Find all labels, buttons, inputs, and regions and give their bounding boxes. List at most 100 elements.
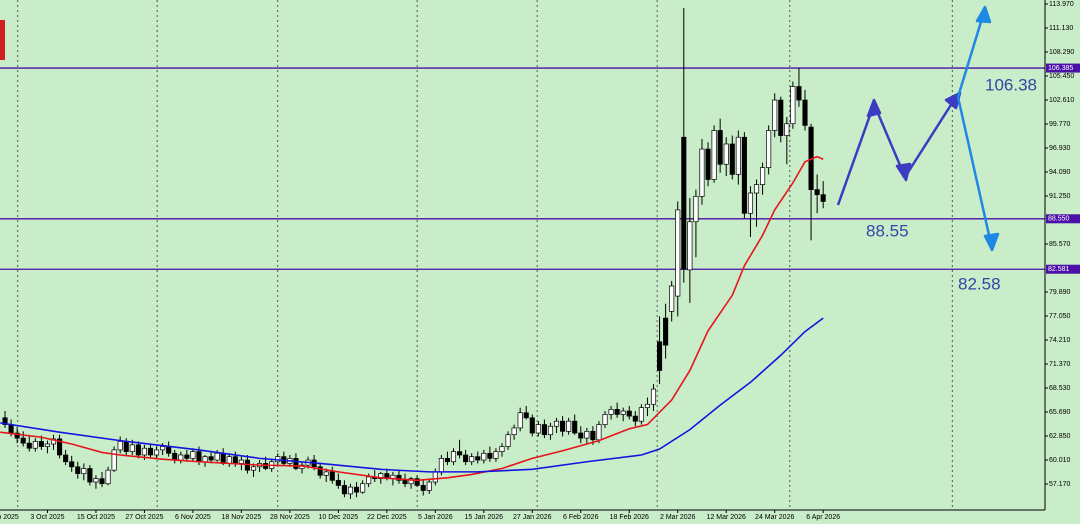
candle-body bbox=[450, 451, 457, 463]
candle-body bbox=[329, 471, 335, 481]
candle-body bbox=[626, 410, 632, 417]
candle-body bbox=[414, 478, 420, 486]
candle-body bbox=[166, 446, 172, 454]
candle-body bbox=[135, 444, 141, 456]
indicator-box bbox=[0, 20, 5, 60]
candle-body bbox=[541, 424, 547, 436]
y-tick-label: 105.450 bbox=[1049, 73, 1074, 80]
candle-body bbox=[699, 148, 705, 197]
y-tick-label: 111.130 bbox=[1049, 25, 1073, 32]
candle-body bbox=[620, 410, 626, 415]
candle-body bbox=[226, 456, 232, 464]
candle-body bbox=[93, 478, 99, 483]
candle-body bbox=[717, 130, 723, 165]
candle-body bbox=[802, 99, 808, 126]
candle-body bbox=[705, 148, 711, 180]
candle-body bbox=[499, 446, 505, 452]
candle-body bbox=[293, 458, 299, 469]
candle-body bbox=[426, 481, 432, 491]
candle-body bbox=[547, 425, 554, 436]
candle-body bbox=[644, 403, 650, 409]
candle-body bbox=[323, 471, 329, 476]
candle-body bbox=[378, 473, 384, 479]
y-tick-label: 96.930 bbox=[1049, 145, 1071, 152]
candle-body bbox=[790, 86, 796, 125]
candle-body bbox=[238, 459, 244, 464]
candle-body bbox=[38, 441, 44, 447]
y-tick-label: 57.170 bbox=[1049, 481, 1071, 488]
candle-body bbox=[420, 485, 426, 491]
candle-body bbox=[663, 317, 669, 346]
annotation: 88.55 bbox=[866, 221, 909, 240]
x-tick-label: 18 Nov 2025 bbox=[222, 514, 262, 521]
candle-body bbox=[463, 454, 469, 463]
candle-body bbox=[184, 454, 190, 459]
candle-body bbox=[396, 474, 402, 481]
y-tick-label: 65.690 bbox=[1049, 409, 1071, 416]
x-tick-label: 27 Oct 2025 bbox=[125, 514, 163, 521]
x-tick-label: 6 Feb 2026 bbox=[563, 514, 599, 521]
candle-body bbox=[214, 452, 220, 461]
x-tick-label: 12 Mar 2026 bbox=[707, 514, 746, 521]
candle-body bbox=[402, 479, 408, 485]
candle-body bbox=[123, 441, 129, 452]
y-tick-label: 85.570 bbox=[1049, 241, 1071, 248]
candle-body bbox=[202, 456, 208, 463]
candle-body bbox=[572, 420, 578, 434]
candle-body bbox=[814, 189, 820, 196]
candle-body bbox=[614, 409, 620, 415]
candle-body bbox=[2, 417, 8, 425]
candle-body bbox=[747, 192, 754, 214]
y-tick-label: 91.250 bbox=[1049, 193, 1071, 200]
candle-body bbox=[353, 486, 360, 493]
x-tick-label: 23 Sep 2025 bbox=[0, 514, 19, 521]
candle-body bbox=[432, 471, 438, 483]
y-tick-label: 94.090 bbox=[1049, 169, 1071, 176]
candle-body bbox=[360, 483, 366, 493]
x-tick-label: 6 Nov 2025 bbox=[175, 514, 211, 521]
level-label-box bbox=[1046, 264, 1080, 274]
candle-body bbox=[153, 449, 160, 456]
candle-body bbox=[117, 441, 123, 451]
candle-body bbox=[711, 130, 717, 180]
moving-average bbox=[0, 317, 824, 473]
candle-body bbox=[178, 454, 184, 461]
x-tick-label: 28 Nov 2025 bbox=[270, 514, 310, 521]
candle-body bbox=[523, 412, 529, 419]
candle-body bbox=[481, 452, 487, 461]
level-label: 88.550 bbox=[1048, 216, 1070, 223]
annotation: 82.58 bbox=[958, 274, 1001, 293]
candle-body bbox=[87, 468, 93, 483]
candle-body bbox=[784, 123, 790, 136]
forecast-down bbox=[956, 96, 993, 245]
y-tick-label: 99.770 bbox=[1049, 121, 1071, 128]
candle-body bbox=[196, 451, 202, 463]
y-tick-label: 79.890 bbox=[1049, 289, 1071, 296]
candle-body bbox=[457, 451, 463, 456]
candle-body bbox=[590, 430, 596, 441]
candle-body bbox=[347, 486, 354, 495]
candle-body bbox=[81, 468, 87, 474]
level-label: 106.385 bbox=[1048, 65, 1073, 72]
y-tick-label: 62.850 bbox=[1049, 433, 1071, 440]
candle-body bbox=[760, 167, 766, 185]
candle-body bbox=[366, 476, 372, 485]
level-label: 82.581 bbox=[1048, 266, 1070, 273]
x-tick-label: 15 Jan 2026 bbox=[465, 514, 504, 521]
x-tick-label: 2 Mar 2026 bbox=[660, 514, 696, 521]
candle-body bbox=[75, 466, 81, 474]
candle-body bbox=[475, 456, 481, 461]
candle-body bbox=[32, 441, 38, 449]
candle-body bbox=[147, 447, 154, 456]
candle-body bbox=[560, 420, 566, 432]
candle-body bbox=[408, 478, 414, 485]
candle-body bbox=[657, 341, 663, 371]
candle-body bbox=[129, 444, 135, 452]
y-tick-label: 108.290 bbox=[1049, 49, 1074, 56]
candle-body bbox=[566, 420, 572, 432]
candle-body bbox=[69, 461, 75, 468]
candle-body bbox=[26, 442, 32, 449]
x-tick-label: 3 Oct 2025 bbox=[30, 514, 64, 521]
candle-body bbox=[675, 209, 681, 297]
